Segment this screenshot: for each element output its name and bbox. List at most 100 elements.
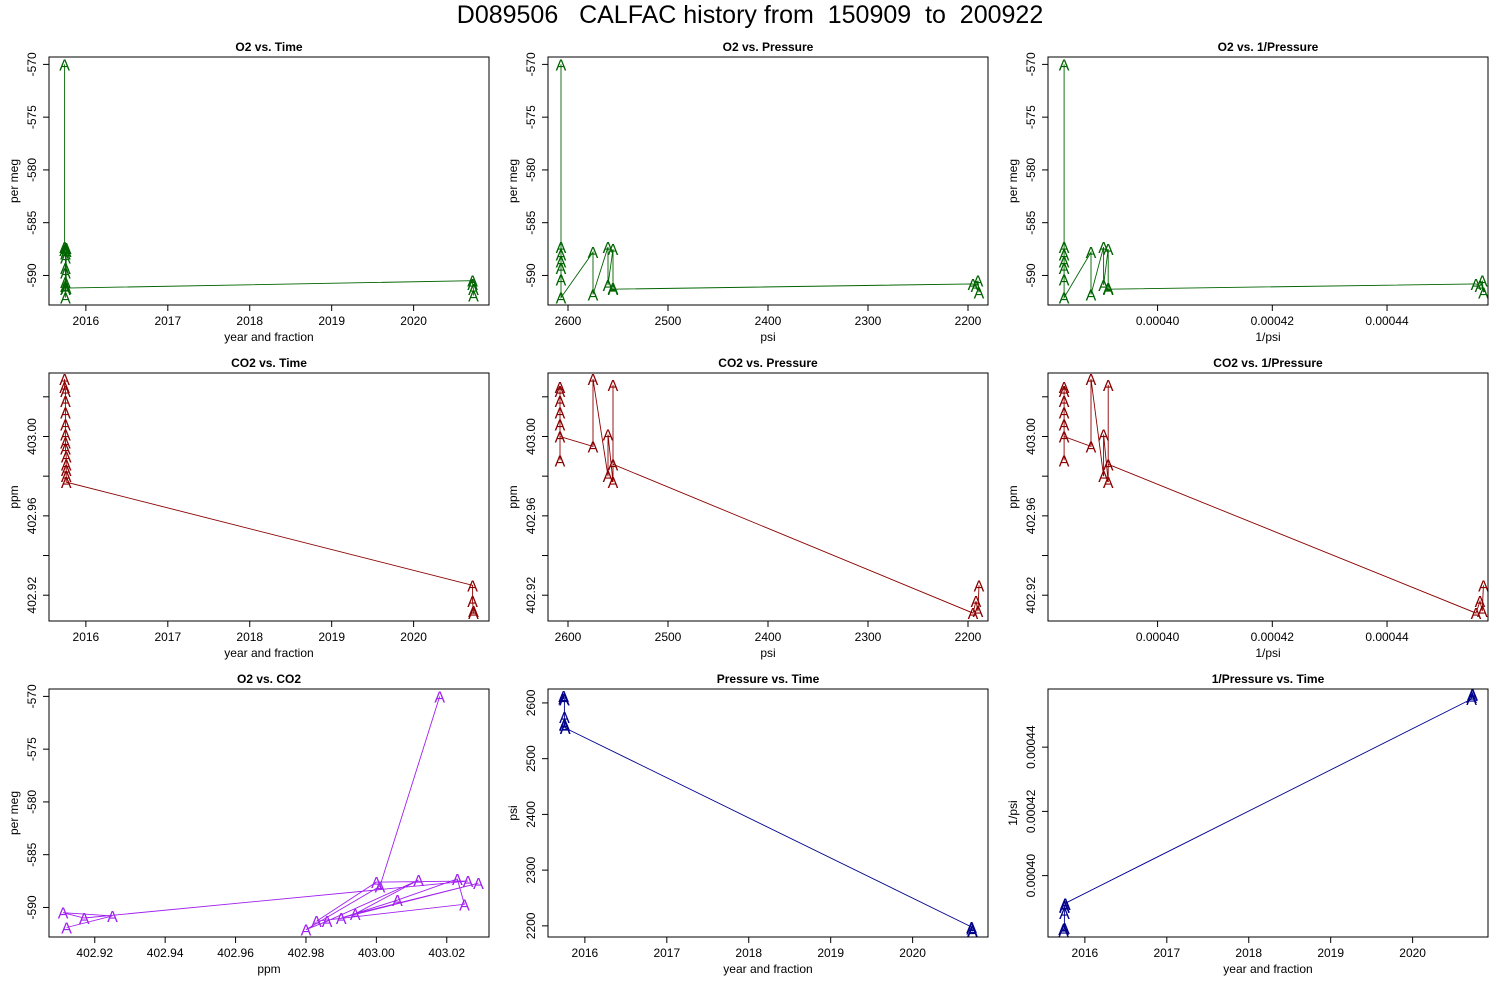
data-point: A [967,924,978,941]
y-tick-label: -570 [25,684,39,708]
data-point: A [588,372,599,389]
y-tick-label: -575 [25,737,39,761]
data-point: A [556,261,567,278]
data-point: A [1103,282,1114,299]
x-tick-label: 2018 [236,314,263,328]
x-tick-label: 2600 [555,630,582,644]
data-point: A [59,57,70,74]
x-tick-label: 2500 [655,630,682,644]
x-tick-label: 2017 [1153,946,1180,960]
data-point: A [1060,896,1071,913]
data-point: A [555,430,566,447]
x-tick-label: 2400 [755,630,782,644]
y-axis-label: ppm [1006,485,1020,508]
data-point: A [60,418,71,435]
data-point: A [555,380,566,397]
data-point: A [603,278,614,295]
data-point: A [1059,240,1070,257]
data-point: A [1059,394,1070,411]
y-tick-label: 2600 [524,689,538,716]
x-tick-label: 2017 [154,314,181,328]
y-tick-label: 402.96 [524,497,538,534]
y-axis-label: per meg [506,159,520,203]
data-point: A [555,406,566,423]
data-point: A [603,240,614,257]
data-point: A [392,893,403,910]
x-tick-label: 402.98 [288,946,325,960]
y-axis-label: psi [506,805,520,820]
data-point: A [608,475,619,492]
data-point: A [1478,578,1489,595]
x-tick-label: 2016 [1072,946,1099,960]
data-point: A [61,281,72,298]
data-point: A [1475,594,1486,611]
y-tick-label: 402.92 [524,577,538,614]
x-tick-label: 2017 [154,630,181,644]
data-point: A [58,906,69,923]
y-tick-label: 2200 [524,912,538,939]
data-point: A [61,244,72,261]
series-line [559,378,980,614]
y-tick-label: 2300 [524,856,538,883]
data-point: A [60,394,71,411]
series-line [563,696,973,932]
x-tick-label: 2020 [1399,946,1426,960]
data-point: A [968,277,979,294]
data-point: A [559,710,570,727]
x-tick-label: 403.02 [428,946,465,960]
data-point: A [60,279,71,296]
y-tick-label: 0.00042 [1024,789,1038,833]
y-tick-label: -585 [524,210,538,234]
x-tick-label: 2300 [855,630,882,644]
chart-title: O2 vs. Pressure [723,40,814,54]
x-axis-label: psi [760,330,775,344]
y-tick-label: 0.00044 [1024,725,1038,769]
x-tick-label: 0.00040 [1136,314,1180,328]
x-tick-label: 2600 [555,314,582,328]
data-point: A [1059,906,1070,923]
y-axis-label: 1/psi [1006,800,1020,825]
y-tick-label: -575 [1024,105,1038,129]
data-point: A [1098,240,1109,257]
data-point: A [1059,406,1070,423]
x-tick-label: 2017 [653,946,680,960]
plot-frame [547,372,989,622]
data-point: A [322,914,333,931]
x-tick-label: 2019 [318,630,345,644]
data-point: A [1059,900,1070,917]
data-point: A [1059,384,1070,401]
data-point: A [1058,922,1069,939]
data-point: A [608,378,619,395]
data-point: A [467,277,478,294]
y-tick-label: -590 [1024,263,1038,287]
series-line [1063,64,1484,300]
data-point: A [59,380,70,397]
x-axis-label: 1/psi [1255,330,1280,344]
y-tick-label: 402.92 [1024,577,1038,614]
data-point: A [1086,439,1097,456]
data-point: A [60,251,71,268]
data-point: A [555,384,566,401]
plot-frame [48,56,490,306]
data-point: A [463,874,474,891]
y-tick-label: 402.96 [1024,497,1038,534]
x-tick-label: 2020 [400,314,427,328]
data-point: A [468,289,479,306]
data-point: A [59,372,70,389]
data-point: A [79,911,90,928]
data-point: A [61,449,72,466]
data-point: A [966,920,977,937]
data-point: A [967,923,978,940]
y-tick-label: 0.00040 [1024,854,1038,898]
data-point: A [60,428,71,445]
y-tick-label: -590 [25,263,39,287]
data-point: A [61,457,72,474]
data-point: A [59,243,70,260]
data-point: A [434,689,445,706]
data-point: A [971,594,982,611]
x-tick-label: 403.00 [358,946,395,960]
data-point: A [60,406,71,423]
data-point: A [1086,372,1097,389]
